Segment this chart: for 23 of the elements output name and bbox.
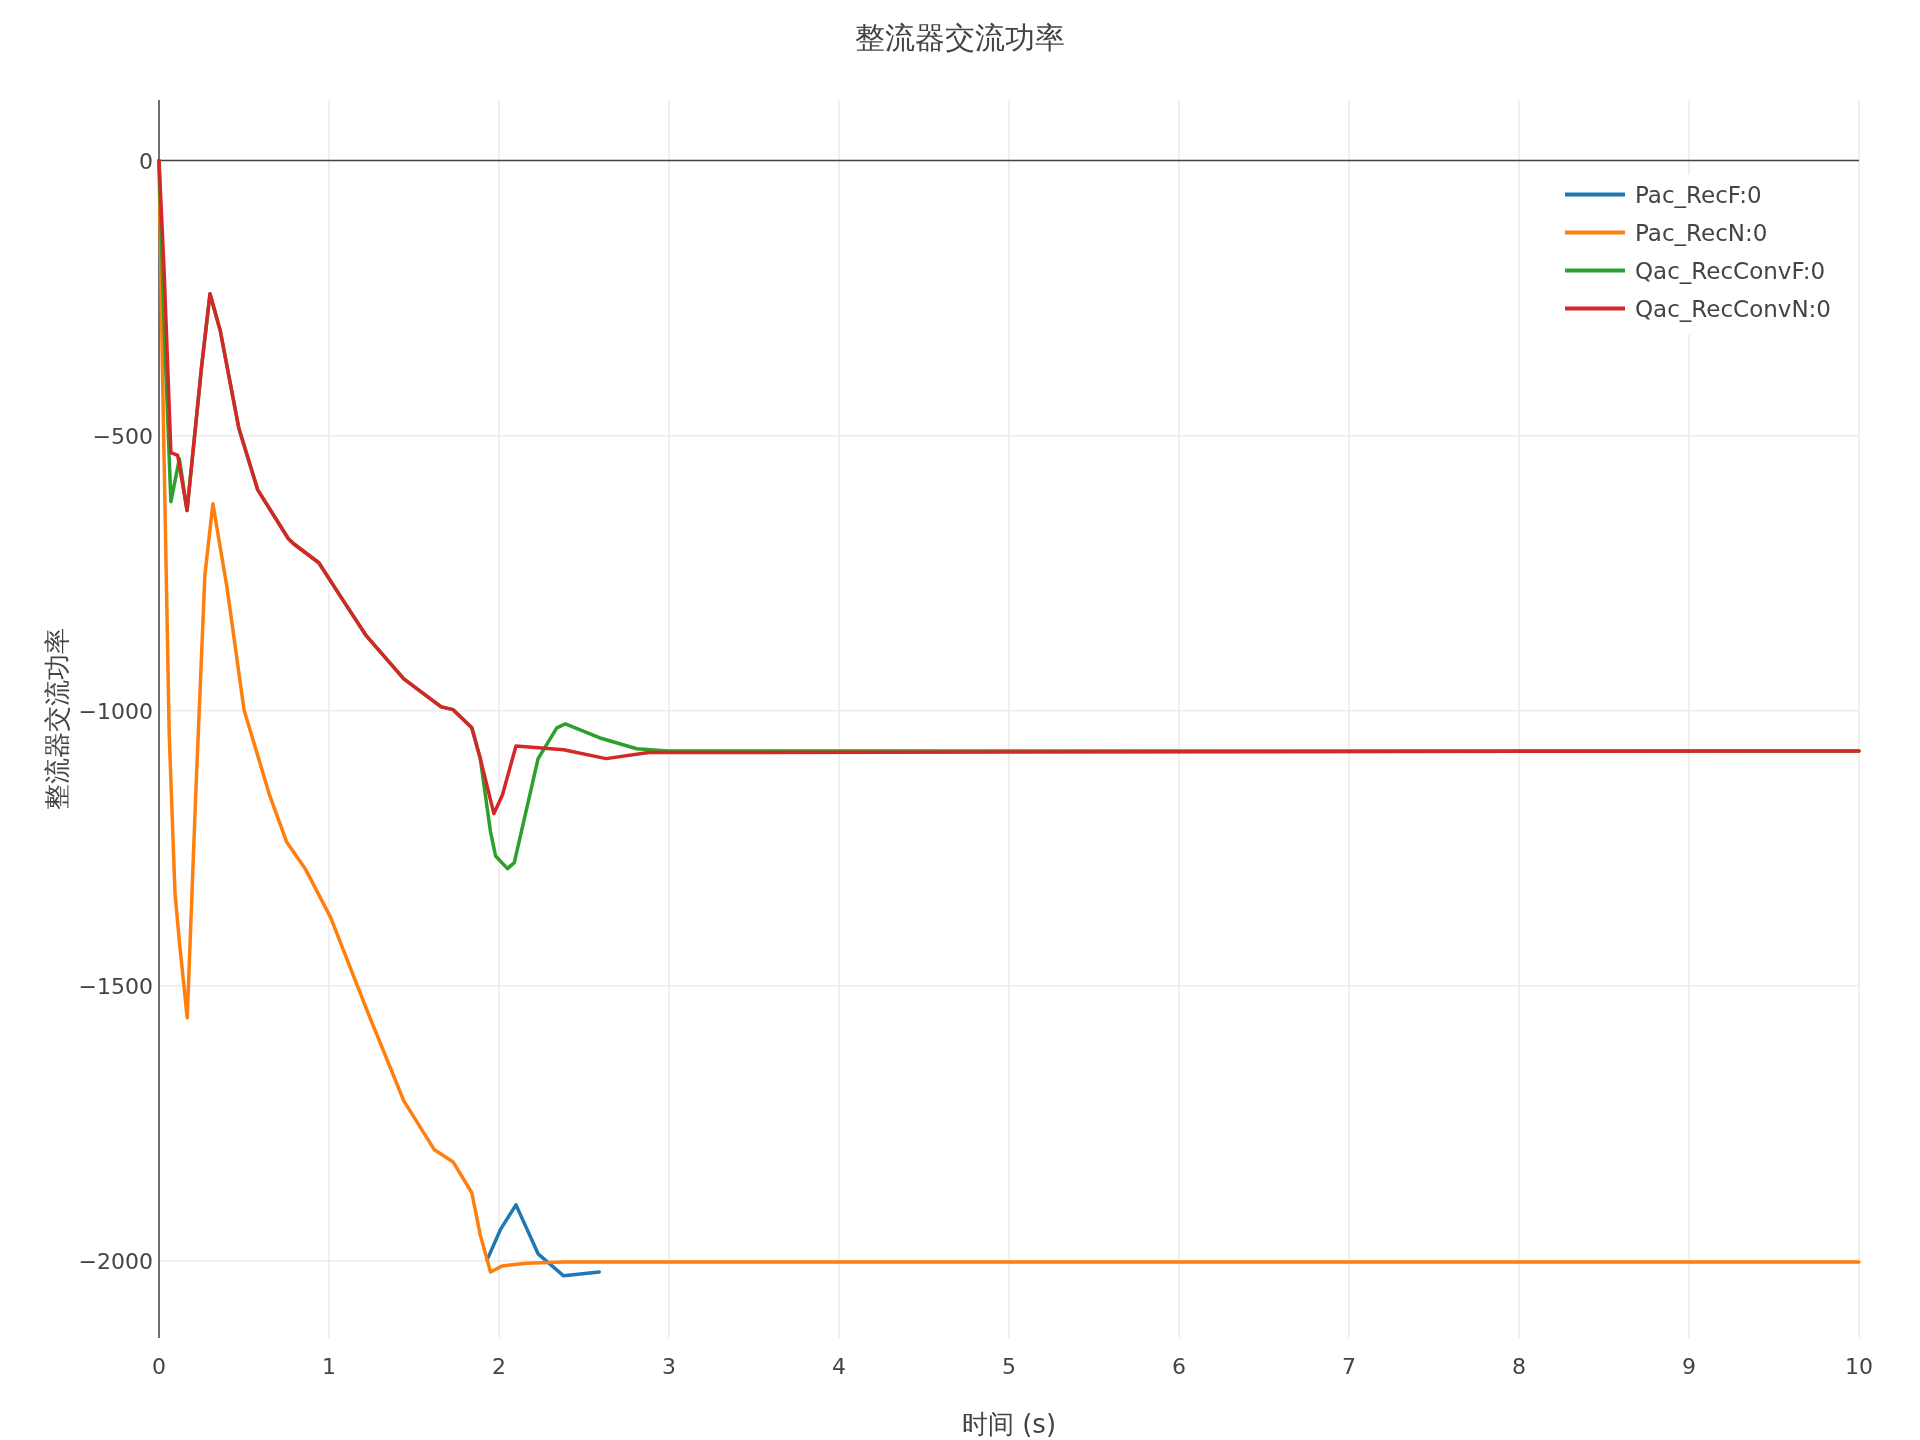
- legend-label: Pac_RecF:0: [1635, 181, 1762, 208]
- y-tick-label: −500: [92, 423, 153, 449]
- y-axis-title: 整流器交流功率: [42, 628, 72, 810]
- x-axis-title: 时间 (s): [961, 1409, 1057, 1439]
- x-tick-label: 3: [662, 1354, 676, 1379]
- chart-title: 整流器交流功率: [855, 20, 1065, 55]
- legend-label: Qac_RecConvF:0: [1635, 257, 1826, 284]
- y-tick-label: −1500: [78, 973, 153, 999]
- y-tick-label: 0: [139, 148, 153, 174]
- x-tick-label: 7: [1342, 1354, 1356, 1379]
- x-tick-label: 5: [1002, 1354, 1016, 1379]
- x-tick-label: 2: [492, 1354, 506, 1379]
- y-tick-label: −2000: [78, 1248, 153, 1274]
- x-tick-label: 8: [1512, 1354, 1526, 1379]
- x-tick-label: 1: [322, 1354, 336, 1379]
- legend-label: Qac_RecConvN:0: [1635, 295, 1831, 322]
- y-tick-label: −1000: [78, 698, 153, 724]
- x-tick-label: 4: [832, 1354, 846, 1379]
- line-series: [485, 1203, 602, 1278]
- x-tick-label: 6: [1172, 1354, 1186, 1379]
- legend-label: Pac_RecN:0: [1635, 219, 1768, 246]
- x-tick-label: 9: [1682, 1354, 1696, 1379]
- x-tick-label: 10: [1845, 1354, 1873, 1379]
